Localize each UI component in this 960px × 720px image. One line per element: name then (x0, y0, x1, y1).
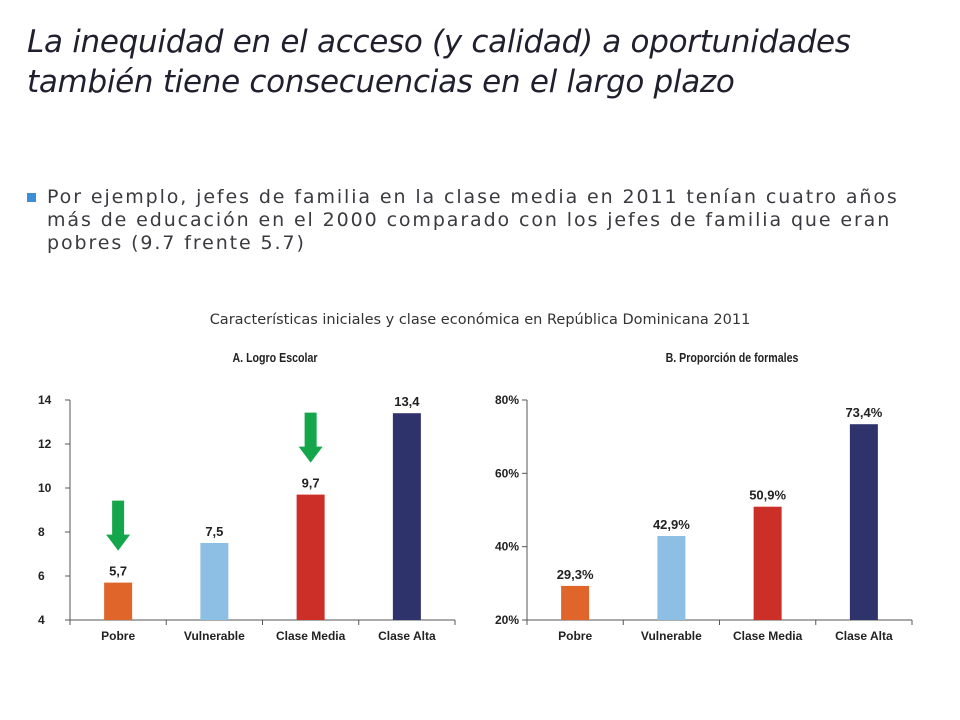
chart-b-y-tick-label: 80% (495, 393, 519, 407)
down-arrow-icon (106, 500, 131, 551)
chart-b-y-tick-label: 20% (495, 613, 519, 627)
chart-a-y-tick-label: 8 (38, 525, 45, 539)
chart-b-value-label: 73,4% (845, 405, 882, 420)
chart-a-category-label: Pobre (101, 629, 135, 643)
chart-b-bar-pobre (561, 585, 590, 620)
chart-a-value-label: 13,4 (394, 394, 420, 409)
chart-a-value-label: 5,7 (109, 564, 127, 579)
chart-b-bar-vulnerable (657, 536, 686, 620)
chart-a-y-tick-label: 12 (38, 437, 52, 451)
chart-b-value-label: 50,9% (749, 488, 786, 503)
chart-a-y-tick-label: 4 (38, 613, 45, 627)
chart-a-bar-vulnerable (200, 543, 229, 620)
chart-a-y-tick-label: 6 (38, 569, 45, 583)
chart-a-bar-clase-media (296, 494, 325, 620)
chart-a-title: A. Logro Escolar (232, 351, 318, 365)
chart-b-title: B. Proporción de formales (665, 351, 799, 365)
chart-b-y-tick-label: 60% (495, 466, 519, 480)
chart-a-category-label: Clase Media (276, 629, 346, 643)
chart-b-value-label: 29,3% (557, 567, 594, 582)
down-arrow-icon (298, 412, 323, 463)
chart-a-value-label: 7,5 (205, 524, 223, 539)
chart-a-value-label: 9,7 (302, 476, 320, 491)
chart-b-category-label: Clase Alta (835, 629, 893, 643)
chart-a-y-tick-label: 14 (38, 393, 52, 407)
chart-a-bar-clase-alta (392, 413, 421, 620)
chart-a-category-label: Clase Alta (378, 629, 436, 643)
chart-b-category-label: Vulnerable (641, 629, 702, 643)
chart-a-bar-pobre (104, 582, 133, 620)
chart-b-bar-clase-alta (849, 424, 878, 620)
figure-subtitle: Características iniciales y clase económ… (209, 312, 751, 328)
chart-b-y-tick-label: 40% (495, 540, 519, 554)
bullet-text: Por ejemplo, jefes de familia en la clas… (47, 186, 899, 254)
chart-a-y-tick-label: 10 (38, 481, 52, 495)
slide-title: La inequidad en el acceso (y calidad) a … (27, 24, 851, 100)
chart-b-value-label: 42,9% (653, 517, 690, 532)
chart-a-category-label: Vulnerable (184, 629, 245, 643)
chart-b-category-label: Clase Media (733, 629, 803, 643)
chart-b-category-label: Pobre (558, 629, 592, 643)
chart-b-bar-clase-media (753, 506, 782, 620)
bullet-square-icon (27, 193, 36, 202)
